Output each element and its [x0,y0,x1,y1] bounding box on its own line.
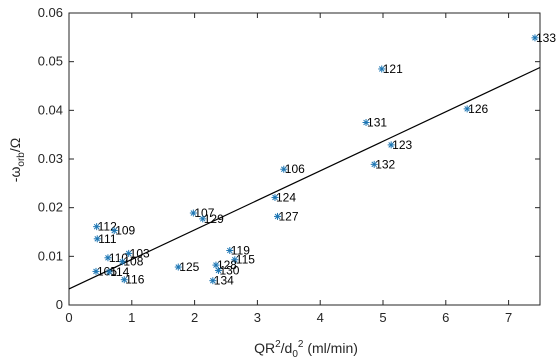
x-tick-label: 3 [254,310,261,325]
marker-stroke [106,269,112,275]
x-tick-label: 1 [128,310,135,325]
data-point-marker [120,276,128,284]
data-point-label: 124 [276,190,296,204]
data-point-marker [92,267,100,275]
data-point-marker [362,119,370,126]
data-point-label: 111 [98,232,117,246]
data-point-label: 107 [194,206,214,220]
marker-stroke [532,35,538,41]
data-point-label: 127 [278,209,298,223]
data-point-label: 129 [204,212,224,226]
y-tick-label: 0.03 [38,151,63,166]
marker-stroke [215,267,222,274]
data-point-marker [387,141,395,149]
x-tick-label: 4 [317,310,324,325]
data-point-label: 116 [125,273,144,287]
marker-stroke [272,194,278,201]
y-tick-label: 0.04 [38,102,63,117]
marker-stroke [111,227,118,234]
marker-stroke [210,277,216,284]
marker-stroke [94,236,101,242]
marker-stroke [93,223,100,230]
data-point-label: 103 [130,246,150,260]
data-point-label: 123 [392,138,412,152]
x-axis-title: QR2/d02 (ml/min) [254,339,358,358]
data-point-label: 121 [383,62,403,76]
data-point-label: 126 [468,102,488,116]
data-point-marker [199,215,207,223]
data-point-label: 132 [375,157,395,171]
data-point-marker [212,261,220,269]
marker-stroke [226,247,233,254]
marker-stroke [175,264,182,270]
data-point-label: 125 [179,260,199,274]
data-point-marker [104,254,112,262]
data-point-marker [231,256,239,264]
marker-stroke [388,142,394,148]
data-point-marker [370,160,378,168]
y-tick-label: 0.01 [38,248,63,263]
data-point-marker [118,258,126,266]
data-point-label: 134 [214,274,234,288]
data-point-marker [189,209,197,217]
x-tick-label: 6 [442,310,449,325]
fit-line [68,66,541,290]
data-point-marker [271,193,279,201]
data-point-marker [226,246,234,254]
data-point-marker [378,65,386,73]
data-point-label: 115 [236,253,255,267]
data-point-marker [280,165,288,173]
y-tick-label: 0.02 [38,200,63,215]
x-tick-label: 2 [191,310,198,325]
marker-stroke [125,250,132,257]
marker-stroke [363,119,369,126]
data-point-marker [209,277,217,285]
marker-stroke [274,213,281,220]
plot-area: 0 1 2 3 4 5 6 700.010.020.030.040.050.061331211… [38,5,557,325]
data-point-marker [463,105,471,113]
data-point-marker [93,235,101,243]
data-point-label: 128 [217,258,237,272]
data-point-marker [110,227,118,235]
marker-stroke [199,216,206,222]
data-point-label: 109 [115,224,135,238]
data-point-label: 130 [219,263,239,277]
marker-stroke [280,166,287,173]
marker-stroke [105,254,111,261]
data-point-label: 106 [285,162,305,176]
marker-stroke [371,161,378,168]
data-point-label: 108 [123,255,143,269]
data-point-label: 114 [110,265,129,279]
data-point-marker [531,34,539,42]
marker-stroke [190,210,197,216]
data-point-label: 131 [367,116,387,130]
marker-stroke [213,262,219,268]
marker-stroke [93,268,99,275]
y-tick-label: 0.06 [38,5,63,20]
marker-stroke [464,106,470,112]
y-tick-label: 0.05 [38,54,63,69]
marker-stroke [119,258,126,265]
data-point-marker [174,263,182,271]
x-tick-label: 0 [65,310,72,325]
data-point-label: 119 [231,243,250,257]
marker-stroke [121,276,128,283]
data-point-marker [273,212,281,220]
data-point-marker [105,268,113,276]
x-tick-label: 7 [505,310,512,325]
y-tick-label: 0 [56,297,63,312]
data-point-marker [214,266,222,274]
data-point-marker [93,223,101,231]
data-point-marker [125,249,133,257]
data-point-label: 133 [536,31,556,45]
y-axis-title: -ωorb/Ω [7,138,27,182]
marker-stroke [231,256,238,263]
marker-stroke [378,66,385,72]
x-tick-label: 5 [379,310,386,325]
